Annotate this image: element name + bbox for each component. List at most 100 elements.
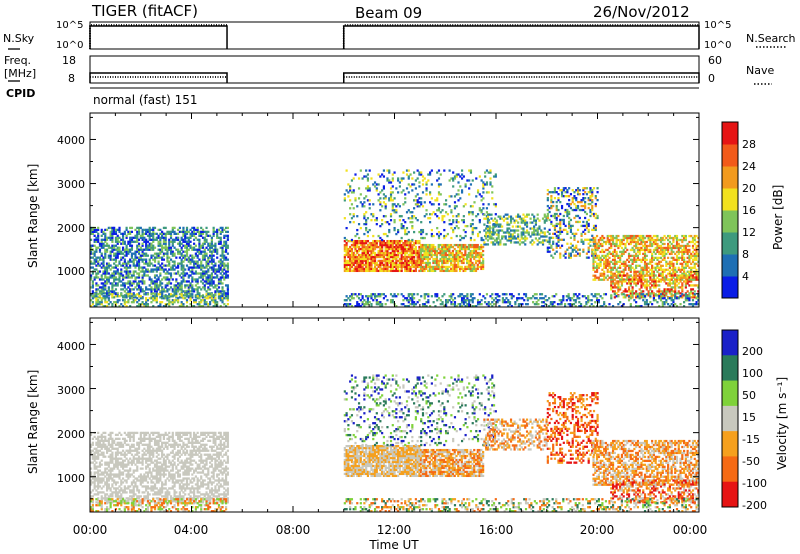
range-gate-cell	[100, 297, 103, 300]
range-gate-cell	[198, 246, 201, 249]
range-gate-cell	[205, 272, 208, 275]
range-gate-cell	[599, 244, 602, 248]
range-gate-cell	[137, 238, 141, 241]
range-gate-cell	[675, 254, 679, 258]
range-gate-cell	[471, 228, 474, 232]
range-gate-cell	[418, 171, 421, 174]
range-gate-cell	[458, 265, 462, 269]
range-gate-cell	[589, 195, 592, 198]
range-gate-cell	[97, 284, 100, 287]
range-gate-cell	[448, 245, 451, 249]
range-gate-cell	[423, 177, 426, 180]
range-gate-cell	[663, 258, 666, 262]
range-gate-cell	[656, 234, 659, 238]
range-gate-cell	[455, 249, 458, 253]
range-gate-cell	[482, 249, 485, 253]
range-gate-cell	[379, 241, 382, 245]
range-gate-cell	[597, 264, 600, 267]
range-gate-cell	[219, 305, 222, 308]
range-gate-cell	[177, 288, 180, 291]
range-gate-cell	[125, 282, 128, 285]
range-gate-cell	[421, 236, 425, 240]
range-gate-cell	[613, 284, 616, 287]
range-gate-cell	[568, 224, 571, 228]
range-gate-cell	[354, 245, 357, 249]
range-gate-cell	[121, 288, 125, 291]
range-gate-cell	[200, 262, 203, 265]
range-gate-cell	[91, 286, 94, 289]
range-gate-cell	[114, 278, 118, 281]
range-gate-cell	[594, 252, 597, 256]
range-gate-cell	[681, 262, 684, 265]
range-gate-cell	[460, 189, 464, 192]
range-gate-cell	[120, 303, 123, 306]
range-gate-cell	[343, 261, 346, 265]
range-gate-cell	[102, 230, 105, 234]
range-gate-cell	[125, 262, 128, 265]
range-gate-cell	[569, 224, 573, 228]
range-gate-cell	[193, 260, 196, 263]
range-gate-cell	[460, 259, 463, 263]
range-gate-cell	[191, 266, 194, 269]
range-gate-cell	[601, 272, 604, 275]
range-gate-cell	[141, 301, 144, 304]
range-gate-cell	[428, 263, 431, 267]
range-gate-cell	[141, 290, 144, 293]
range-gate-cell	[582, 189, 585, 192]
range-gate-cell	[599, 256, 602, 260]
range-gate-cell	[363, 201, 366, 204]
range-gate-cell	[223, 254, 226, 257]
range-gate-cell	[97, 296, 100, 299]
range-gate-cell	[555, 208, 558, 212]
range-gate-cell	[166, 248, 169, 251]
range-gate-cell	[444, 261, 447, 265]
range-gate-cell	[540, 229, 543, 232]
range-gate-cell	[548, 228, 551, 232]
range-gate-cell	[118, 278, 121, 281]
range-gate-cell	[91, 272, 94, 275]
range-gate-cell	[379, 191, 382, 194]
range-gate-cell	[635, 284, 638, 287]
range-gate-cell	[113, 226, 116, 230]
range-gate-cell	[363, 245, 366, 249]
range-gate-cell	[203, 280, 206, 283]
range-gate-cell	[402, 261, 405, 265]
range-gate-cell	[432, 257, 435, 261]
range-gate-cell	[460, 169, 464, 172]
range-gate-cell	[102, 288, 105, 291]
range-gate-cell	[421, 191, 425, 194]
range-gate-cell	[370, 261, 373, 265]
range-gate-cell	[226, 258, 229, 261]
range-gate-cell	[400, 177, 403, 180]
range-gate-cell	[464, 245, 467, 249]
range-gate-cell	[219, 290, 222, 293]
range-gate-cell	[469, 267, 472, 271]
range-gate-cell	[148, 238, 151, 241]
range-gate-cell	[153, 282, 157, 285]
range-gate-cell	[592, 248, 595, 252]
range-gate-cell	[450, 251, 453, 255]
range-gate-cell	[198, 264, 201, 267]
range-gate-cell	[458, 247, 462, 251]
range-gate-cell	[460, 251, 463, 255]
range-gate-cell	[350, 247, 354, 251]
range-gate-cell	[610, 284, 613, 287]
range-gate-cell	[194, 270, 197, 273]
range-gate-cell	[486, 231, 490, 234]
range-gate-cell	[114, 236, 118, 239]
range-gate-cell	[668, 266, 671, 269]
range-gate-cell	[162, 270, 166, 273]
range-gate-cell	[120, 232, 123, 235]
range-gate-cell	[471, 263, 474, 267]
range-gate-cell	[153, 232, 157, 235]
range-gate-cell	[343, 263, 346, 267]
range-gate-cell	[114, 258, 118, 261]
range-gate-cell	[663, 238, 666, 242]
range-gate-cell	[212, 276, 215, 279]
range-gate-cell	[113, 246, 116, 249]
range-gate-cell	[491, 185, 494, 188]
range-gate-cell	[566, 242, 569, 245]
range-gate-cell	[357, 249, 361, 253]
range-gate-cell	[93, 254, 96, 257]
range-gate-cell	[102, 305, 105, 308]
